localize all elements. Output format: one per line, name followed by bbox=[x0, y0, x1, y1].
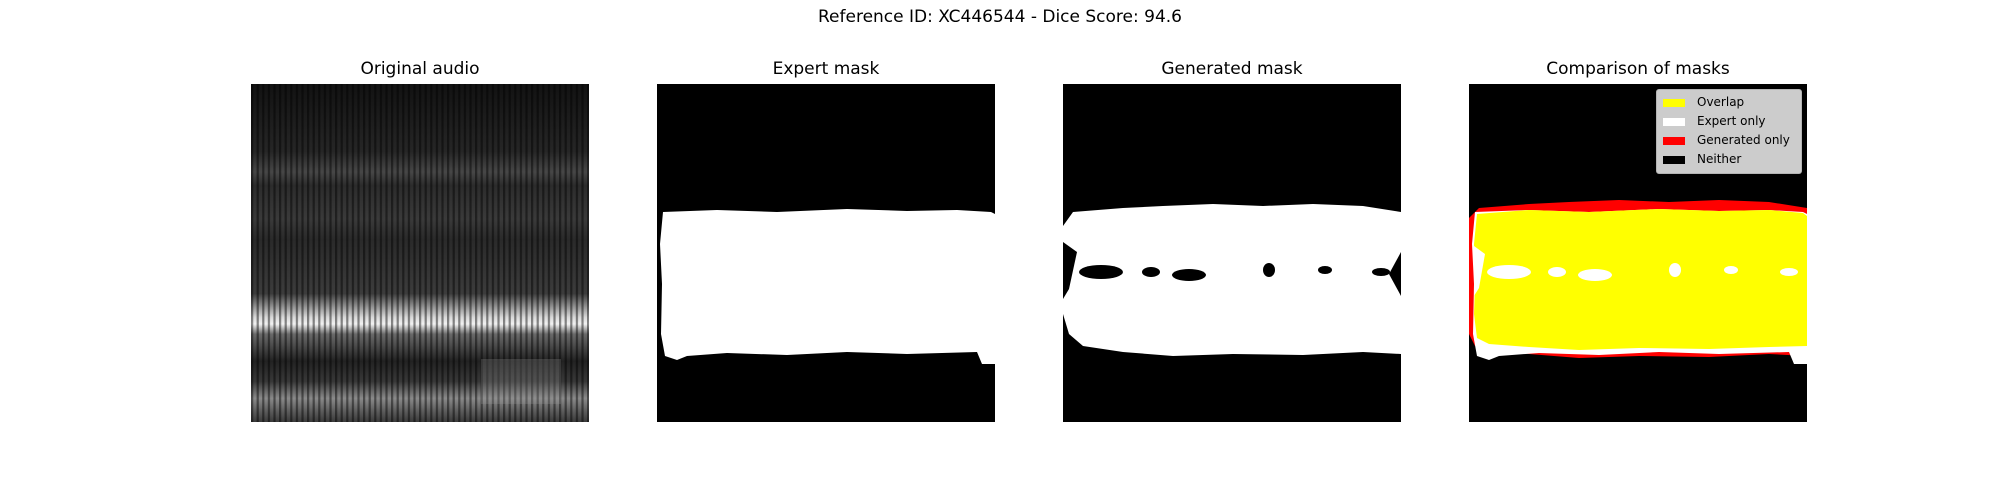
generated-mask-image bbox=[1063, 84, 1401, 422]
legend-swatch-neither bbox=[1663, 155, 1685, 164]
comparison-mask-image: Overlap Expert only Generated only Neith… bbox=[1469, 84, 1807, 422]
panel-title-generated-mask: Generated mask bbox=[1161, 59, 1303, 79]
legend-item-generated-only: Generated only bbox=[1663, 131, 1795, 150]
expert-only-holes bbox=[1474, 246, 1798, 296]
figure-title: Reference ID: XC446544 - Dice Score: 94.… bbox=[818, 7, 1182, 27]
spectrogram-image bbox=[251, 84, 589, 422]
overlap-region bbox=[1474, 209, 1807, 350]
mask-legend: Overlap Expert only Generated only Neith… bbox=[1656, 89, 1802, 174]
generated-mask-svg bbox=[1063, 204, 1401, 356]
generated-mask-region bbox=[1063, 204, 1401, 356]
panel-title-expert-mask: Expert mask bbox=[772, 59, 880, 79]
panel-title-comparison: Comparison of masks bbox=[1546, 59, 1730, 79]
expert-mask-svg bbox=[660, 209, 995, 364]
spectrogram-svg bbox=[251, 84, 589, 422]
legend-item-neither: Neither bbox=[1663, 150, 1795, 169]
expert-mask-image bbox=[657, 84, 995, 422]
legend-label-overlap: Overlap bbox=[1697, 95, 1745, 109]
legend-item-expert-only: Expert only bbox=[1663, 112, 1795, 131]
expert-mask-region bbox=[660, 209, 995, 364]
legend-swatch-overlap bbox=[1663, 98, 1685, 107]
generated-mask-holes bbox=[1063, 242, 1401, 299]
legend-item-overlap: Overlap bbox=[1663, 93, 1795, 112]
legend-label-neither: Neither bbox=[1697, 152, 1742, 166]
legend-swatch-generated-only bbox=[1663, 136, 1685, 145]
panel-title-original-audio: Original audio bbox=[360, 59, 480, 79]
legend-label-generated-only: Generated only bbox=[1697, 133, 1790, 147]
comparison-mask-svg bbox=[1469, 200, 1807, 364]
legend-swatch-expert-only bbox=[1663, 117, 1685, 126]
legend-label-expert-only: Expert only bbox=[1697, 114, 1766, 128]
